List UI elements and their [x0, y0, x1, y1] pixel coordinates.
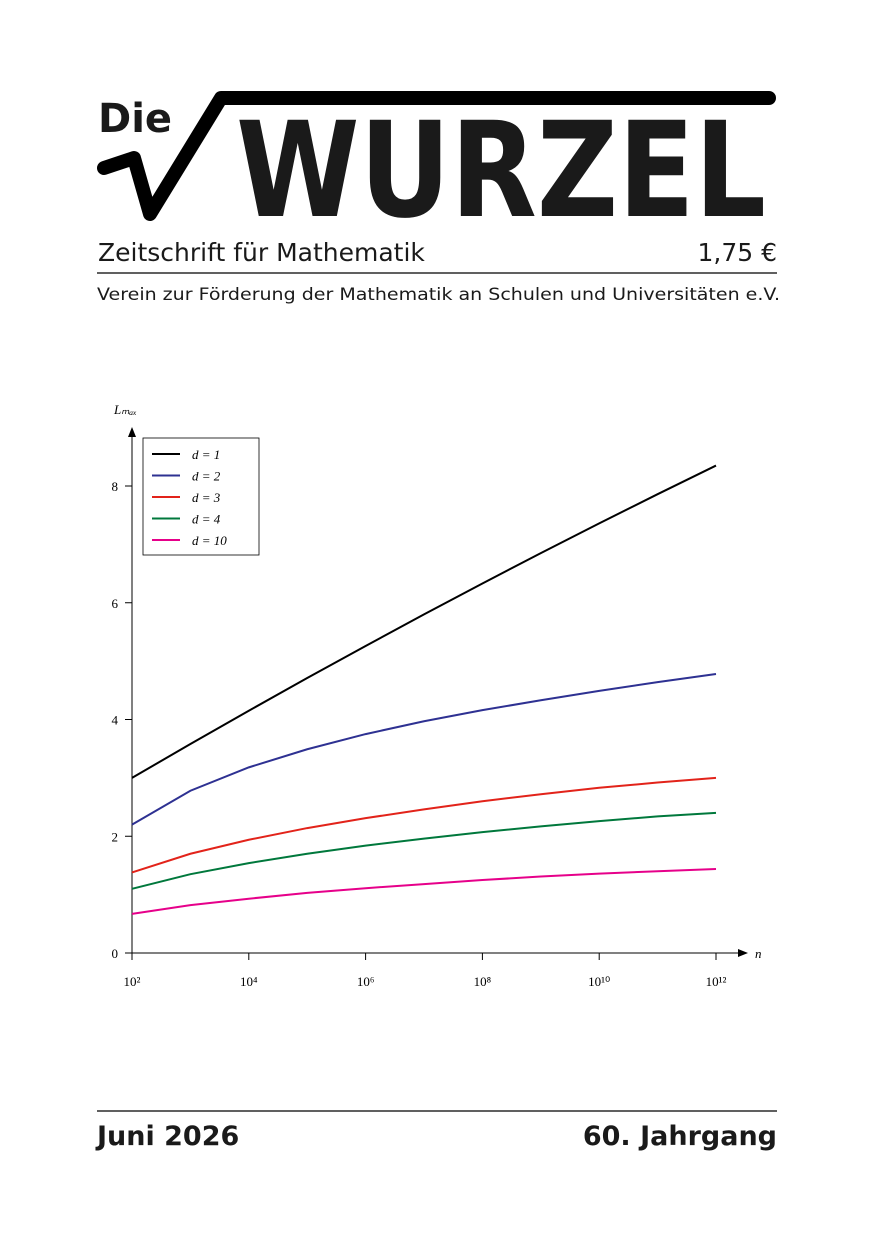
y-axis-label: Lₘₐₓ	[113, 402, 137, 417]
volume: 60. Jahrgang	[583, 1121, 777, 1152]
x-arrow	[738, 949, 748, 957]
legend-label: d = 1	[192, 447, 220, 462]
x-tick-label: 10⁸	[474, 974, 492, 989]
x-tick-label: 10¹⁰	[588, 974, 610, 989]
legend-label: d = 4	[192, 512, 221, 527]
x-tick-label: 10⁴	[240, 974, 258, 989]
y-arrow	[128, 427, 136, 437]
x-tick-label: 10¹²	[706, 974, 727, 989]
title: WURZEL	[236, 94, 766, 248]
x-tick-label: 10²	[124, 974, 141, 989]
y-tick-label: 4	[112, 713, 119, 728]
line-series	[131, 867, 717, 915]
die: Die	[98, 96, 172, 142]
line-series	[131, 776, 717, 874]
line-series	[131, 464, 717, 779]
x-axis-label: n	[755, 946, 762, 961]
x-tick-label: 10⁶	[357, 974, 375, 989]
root-symbol	[97, 91, 776, 221]
legend-label: d = 10	[192, 533, 227, 548]
y-tick-label: 8	[112, 479, 119, 494]
y-tick-label: 6	[112, 596, 119, 611]
price: 1,75 €	[697, 238, 777, 267]
y-tick-label: 2	[112, 829, 119, 844]
subtitle: Zeitschrift für Mathematik	[98, 238, 425, 267]
line-series	[131, 672, 717, 826]
y-tick-label: 0	[112, 946, 119, 961]
line-series	[131, 811, 717, 890]
publisher: Verein zur Förderung der Mathematik an S…	[97, 285, 780, 305]
legend-label: d = 2	[192, 469, 221, 484]
legend-label: d = 3	[192, 490, 221, 505]
date: Juni 2026	[95, 1121, 239, 1152]
chart: n Lₘₐₓ 0 2 4 6 8 10² 10⁴ 10⁶ 10⁸ 10¹⁰ 10¹² d = 1 d = 2…	[112, 402, 762, 989]
